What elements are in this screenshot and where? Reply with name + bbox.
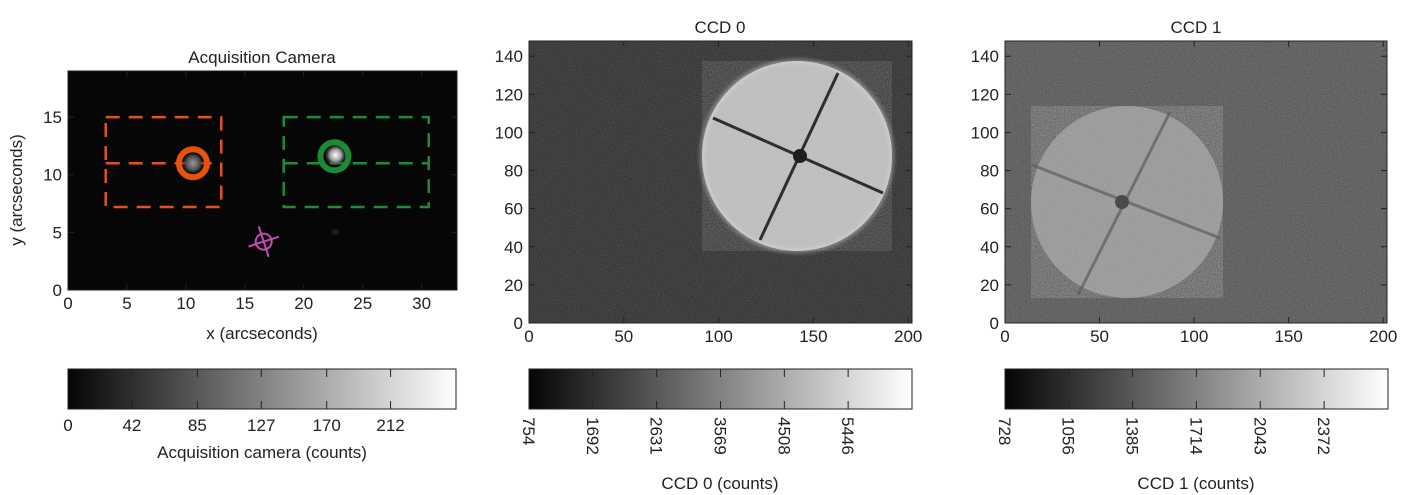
colorbar-tick-label: 2631 bbox=[647, 417, 666, 455]
x-tick-label: 10 bbox=[176, 294, 195, 313]
x-tick-label: 25 bbox=[353, 294, 372, 313]
y-tick-label: 40 bbox=[980, 238, 999, 257]
panel-title: CCD 0 bbox=[694, 18, 745, 37]
colorbar-ticks: 754 1692 2631 3569 4508 5446 bbox=[519, 369, 857, 455]
y-tick-label: 0 bbox=[514, 314, 523, 333]
panel-ccd0: CCD 0 0 50 100 150 200 0 20 40 60 80 100 120 140 75… bbox=[495, 18, 923, 493]
ccd1-image bbox=[1005, 41, 1387, 323]
central-obstruction bbox=[793, 149, 807, 163]
colorbar-label: Acquisition camera (counts) bbox=[157, 443, 367, 462]
colorbar-tick-label: 1714 bbox=[1186, 417, 1205, 455]
colorbar-tick-label: 0 bbox=[63, 416, 72, 435]
ccd0-frame bbox=[528, 40, 913, 324]
colorbar-tick-label: 127 bbox=[247, 416, 275, 435]
target-box bbox=[104, 115, 223, 209]
star-marker-circle bbox=[175, 146, 210, 181]
y-tick-label: 80 bbox=[980, 162, 999, 181]
acq-image bbox=[68, 71, 457, 290]
colorbar-label: CCD 0 (counts) bbox=[661, 474, 778, 493]
x-tick-label: 100 bbox=[704, 327, 732, 346]
x-tick-label: 0 bbox=[1000, 327, 1009, 346]
y-tick-label: 10 bbox=[43, 166, 62, 185]
colorbar-ticks: 0 42 85 127 170 212 bbox=[63, 369, 405, 435]
y-tick-label: 40 bbox=[504, 238, 523, 257]
x-tick-label: 150 bbox=[799, 327, 827, 346]
x-tick-label: 5 bbox=[122, 294, 131, 313]
panel-ccd1: CCD 1 0 50 100 150 200 0 20 40 60 80 100 120 140 72… bbox=[971, 18, 1398, 493]
acq-x-axis: 0 5 10 15 20 25 30 bbox=[63, 71, 431, 313]
y-tick-label: 140 bbox=[971, 47, 999, 66]
acq-y-axis: 0 5 10 15 bbox=[43, 108, 457, 300]
colorbar-tick-label: 1692 bbox=[583, 417, 602, 455]
colorbar-tick-label: 1056 bbox=[1059, 417, 1078, 455]
colorbar-tick-label: 2372 bbox=[1314, 417, 1333, 455]
y-tick-label: 80 bbox=[504, 162, 523, 181]
x-tick-label: 15 bbox=[235, 294, 254, 313]
y-tick-label: 15 bbox=[43, 108, 62, 127]
star bbox=[322, 144, 347, 169]
x-tick-label: 50 bbox=[1090, 327, 1109, 346]
colorbar-tick-label: 170 bbox=[312, 416, 340, 435]
y-tick-label: 20 bbox=[980, 276, 999, 295]
x-tick-label: 200 bbox=[1369, 327, 1397, 346]
central-obstruction bbox=[1115, 195, 1129, 209]
x-axis-label: x (arcseconds) bbox=[206, 324, 317, 343]
colorbar-tick-label: 212 bbox=[376, 416, 404, 435]
ccd0-y-axis: 0 20 40 60 80 100 120 140 bbox=[495, 47, 912, 333]
colorbar-tick-label: 42 bbox=[122, 416, 141, 435]
x-tick-label: 0 bbox=[63, 294, 72, 313]
y-tick-label: 120 bbox=[971, 85, 999, 104]
y-tick-label: 0 bbox=[990, 314, 999, 333]
colorbar-tick-label: 5446 bbox=[838, 417, 857, 455]
y-tick-label: 60 bbox=[980, 200, 999, 219]
colorbar-tick-label: 728 bbox=[995, 417, 1014, 445]
y-tick-label: 100 bbox=[971, 123, 999, 142]
colorbar-tick-label: 1385 bbox=[1123, 417, 1142, 455]
y-tick-label: 0 bbox=[53, 281, 62, 300]
ccd0-x-axis: 0 50 100 150 200 bbox=[524, 41, 922, 346]
colorbar-tick-label: 2043 bbox=[1250, 417, 1269, 455]
panel-title: CCD 1 bbox=[1170, 18, 1221, 37]
star-marker-circle bbox=[317, 139, 352, 174]
y-axis-label: y (arcseconds) bbox=[7, 134, 26, 245]
y-tick-label: 20 bbox=[504, 276, 523, 295]
x-tick-label: 0 bbox=[524, 327, 533, 346]
y-tick-label: 120 bbox=[495, 85, 523, 104]
x-tick-label: 50 bbox=[614, 327, 633, 346]
colorbar-ticks: 728 1056 1385 1714 2043 2372 bbox=[995, 369, 1333, 455]
colorbar bbox=[67, 368, 457, 410]
y-tick-label: 100 bbox=[495, 123, 523, 142]
faint-source bbox=[331, 229, 339, 235]
colorbar-tick-label: 85 bbox=[188, 416, 207, 435]
ccd1-x-axis: 0 50 100 150 200 bbox=[1000, 41, 1397, 346]
y-tick-label: 60 bbox=[504, 200, 523, 219]
x-tick-label: 30 bbox=[412, 294, 431, 313]
y-tick-label: 140 bbox=[495, 47, 523, 66]
x-tick-label: 200 bbox=[894, 327, 922, 346]
ccd1-y-axis: 0 20 40 60 80 100 120 140 bbox=[971, 47, 1387, 333]
x-tick-label: 20 bbox=[294, 294, 313, 313]
crosshair-marker bbox=[248, 226, 280, 258]
ccd0-image bbox=[529, 41, 912, 323]
panel-title: Acquisition Camera bbox=[188, 48, 336, 67]
x-tick-label: 150 bbox=[1274, 327, 1302, 346]
star bbox=[180, 151, 205, 176]
colorbar-tick-label: 3569 bbox=[710, 417, 729, 455]
acq-annotations bbox=[104, 115, 430, 258]
colorbar-tick-label: 4508 bbox=[774, 417, 793, 455]
acq-frame bbox=[67, 70, 458, 291]
ccd1-frame bbox=[1004, 40, 1388, 324]
y-tick-label: 5 bbox=[53, 223, 62, 242]
colorbar-tick-label: 754 bbox=[519, 417, 538, 445]
colorbar-label: CCD 1 (counts) bbox=[1137, 474, 1254, 493]
panel-acquisition-camera: Acquisition Camera 0 5 10 15 20 25 30 0 5 10 15 x… bbox=[7, 48, 458, 462]
x-tick-label: 100 bbox=[1180, 327, 1208, 346]
